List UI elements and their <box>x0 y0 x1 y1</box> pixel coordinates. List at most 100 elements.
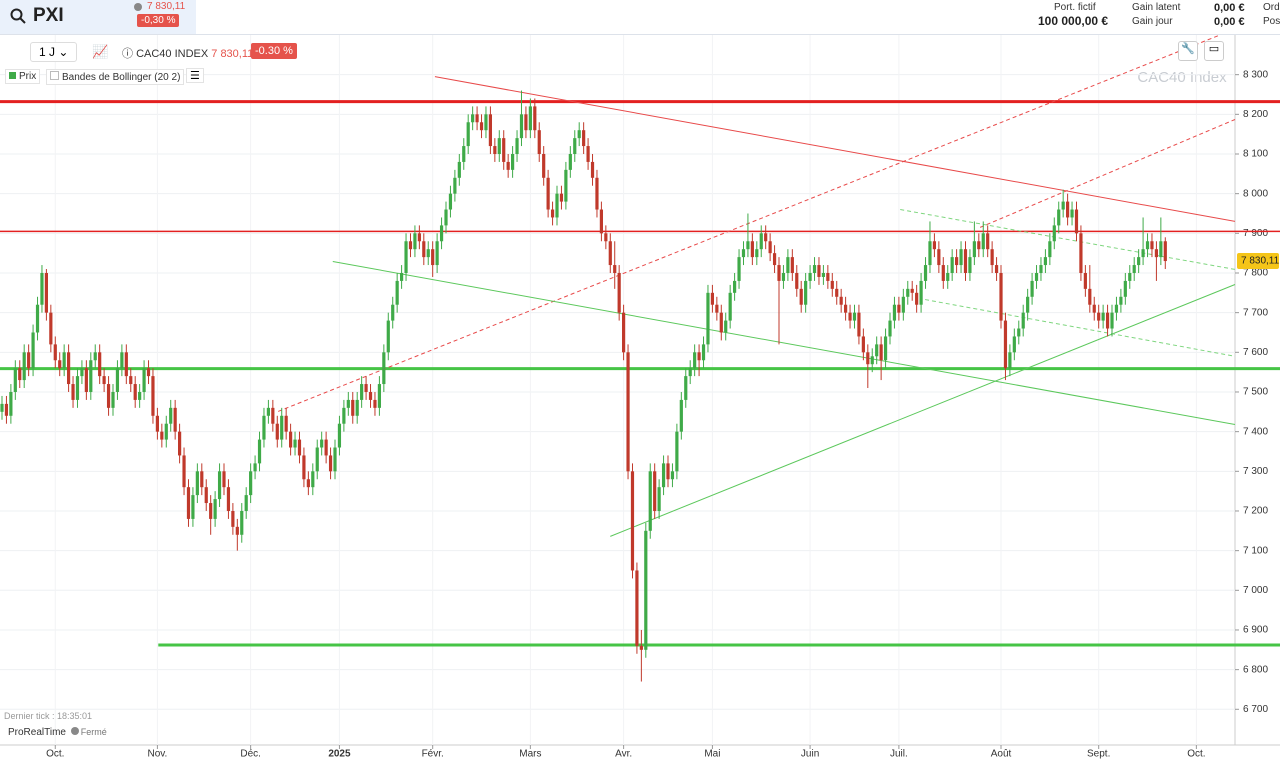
candle-body <box>488 114 493 147</box>
candle-body <box>1074 209 1079 234</box>
legend-bollinger[interactable]: Bandes de Bollinger (20 2) <box>46 69 185 85</box>
y-tick-label: 7 400 <box>1243 426 1268 437</box>
candle-body <box>182 455 186 488</box>
candle-body <box>1123 280 1127 297</box>
window-button[interactable]: ▭ <box>1204 41 1224 61</box>
candle-body <box>830 280 834 289</box>
candle-body <box>155 415 159 432</box>
x-tick-label: Avr. <box>615 749 632 760</box>
candle-body <box>240 510 244 535</box>
candle-body <box>315 447 319 472</box>
candle-body <box>479 122 484 131</box>
candle-body <box>204 487 208 504</box>
candle-body <box>191 495 195 519</box>
candle-body <box>40 272 44 305</box>
period-select[interactable]: 1 J ⌄ <box>30 42 78 62</box>
candle-body <box>0 403 4 412</box>
candle-body <box>595 177 599 210</box>
candle-body <box>466 122 470 147</box>
candle-body <box>4 403 9 416</box>
candle-body <box>146 368 151 377</box>
candle-body <box>835 288 839 297</box>
candle-body <box>582 130 586 147</box>
candle-body <box>138 391 142 400</box>
candle-body <box>84 368 88 392</box>
candle-body <box>1026 296 1030 313</box>
candle-body <box>746 241 750 250</box>
candle-body <box>453 177 457 194</box>
candle-body <box>1012 336 1016 353</box>
candle-body <box>44 272 48 313</box>
candle-body <box>724 320 728 333</box>
candle-body <box>249 471 253 496</box>
candle-body <box>439 225 444 242</box>
candle-body <box>937 249 941 266</box>
candle-body <box>653 471 657 511</box>
candle-body <box>222 471 226 488</box>
legend-menu[interactable]: ☰ <box>186 68 204 83</box>
candle-body <box>1088 288 1092 305</box>
candle-body <box>1114 304 1119 313</box>
candle-body <box>994 265 999 273</box>
candle-body <box>719 312 723 333</box>
candle-body <box>444 209 448 226</box>
y-tick-label: 6 700 <box>1243 704 1268 715</box>
candle-body <box>213 499 217 519</box>
candle-body <box>1021 312 1025 329</box>
last-tick: Dernier tick : 18:35:01 <box>4 711 93 721</box>
candle-body <box>435 241 439 266</box>
candle-body <box>506 161 510 170</box>
candle-body <box>253 463 257 472</box>
candle-body <box>328 455 333 472</box>
candle-body <box>129 376 133 385</box>
portfolio-label: Port. fictif <box>1054 2 1096 13</box>
candle-body <box>568 153 572 170</box>
candle-body <box>1079 233 1083 273</box>
candle-body <box>289 431 293 448</box>
candle-body <box>661 463 666 488</box>
candle-body <box>457 161 461 178</box>
legend-price[interactable]: Prix <box>5 69 41 84</box>
candle-body <box>977 241 981 250</box>
candle-body <box>382 352 386 385</box>
candle-body <box>772 253 777 266</box>
indicator-button[interactable]: 📈 <box>92 44 109 59</box>
candle-body <box>484 114 488 131</box>
candle-body <box>693 352 697 369</box>
portfolio-value: 100 000,00 € <box>1038 14 1109 28</box>
candle-body <box>883 336 888 361</box>
candle-body <box>906 288 910 297</box>
candle-body <box>764 233 768 242</box>
search-box[interactable]: PXI 7 830,11 -0,30 % <box>0 0 196 34</box>
candle-body <box>1017 328 1021 337</box>
candle-body <box>852 312 857 321</box>
symbol: PXI <box>33 5 64 26</box>
candle-body <box>1039 265 1043 273</box>
toolbar-price: 7 830,11 <box>211 48 254 60</box>
trend-line <box>900 209 1236 270</box>
candle-body <box>346 399 350 408</box>
candle-body <box>1030 280 1034 297</box>
chart: CAC40 Index 6 700 6 800 6 900 7 000 7 100 7 20… <box>0 35 1280 760</box>
x-tick-label: Mars <box>519 749 541 760</box>
candle-body <box>235 526 239 535</box>
candle-body <box>604 233 608 242</box>
y-tick-label: 6 800 <box>1243 664 1268 675</box>
provider: ProRealTime Fermé <box>8 727 107 738</box>
x-tick-label: 2025 <box>328 749 351 760</box>
y-tick-label: 7 800 <box>1243 268 1268 279</box>
candle-body <box>257 439 262 464</box>
legend-price-text: Prix <box>19 71 37 82</box>
candle-body <box>910 288 914 293</box>
x-tick-label: Juil. <box>890 749 908 760</box>
gain-jour-value: 0,00 € <box>1214 16 1245 28</box>
candle-body <box>111 391 115 408</box>
candle-body <box>795 272 799 289</box>
gain-latent-label: Gain latent <box>1132 2 1181 13</box>
legend-bollinger-text: Bandes de Bollinger (20 2) <box>62 72 181 83</box>
candle-body <box>80 368 84 377</box>
candle-body <box>870 356 874 365</box>
tools-button[interactable]: 🔧 <box>1178 41 1198 61</box>
candle-body <box>9 391 13 416</box>
candle-body <box>1137 257 1141 266</box>
